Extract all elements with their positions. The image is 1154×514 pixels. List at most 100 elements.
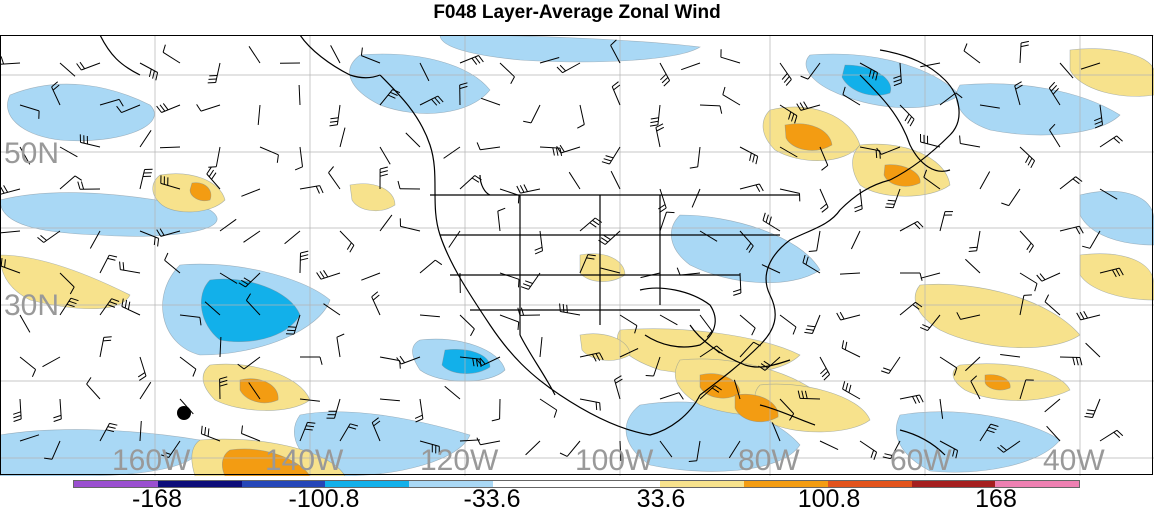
barb-staff xyxy=(460,56,479,64)
barb-flag xyxy=(846,383,848,391)
barb-flag xyxy=(128,302,129,310)
wind-barb xyxy=(577,105,584,128)
wind-barb xyxy=(1020,147,1035,168)
barb-staff xyxy=(1060,357,1080,358)
barb-flag xyxy=(81,182,83,190)
barb-staff xyxy=(361,273,380,280)
wind-barb xyxy=(518,308,540,316)
wind-barb xyxy=(1100,430,1123,441)
barb-flag xyxy=(920,327,927,330)
barb-flag xyxy=(656,124,663,128)
barb-flag xyxy=(1026,156,1030,163)
wind-barb xyxy=(692,189,700,207)
barb-flag xyxy=(614,85,620,90)
wind-barb xyxy=(900,302,922,315)
wind-barb xyxy=(602,147,620,164)
wind-barb xyxy=(780,63,791,86)
barb-staff xyxy=(1020,273,1037,284)
wind-barb xyxy=(241,189,260,196)
barb-staff xyxy=(0,231,20,233)
wind-barb xyxy=(881,357,900,374)
wind-barb xyxy=(249,46,260,63)
wind-shade-region xyxy=(350,54,490,113)
barb-staff xyxy=(540,337,542,357)
wind-barb xyxy=(324,304,341,315)
wind-barb xyxy=(300,186,323,194)
barb-flag xyxy=(845,342,847,350)
wind-barb xyxy=(260,147,278,163)
barb-staff xyxy=(660,189,666,208)
wind-barb xyxy=(498,208,505,231)
barb-staff xyxy=(940,357,957,368)
barb-flag xyxy=(125,300,126,308)
barb-staff xyxy=(900,221,918,231)
barb-staff xyxy=(740,315,755,328)
barb-staff xyxy=(980,172,990,190)
barb-staff xyxy=(977,231,980,251)
barb-flag xyxy=(837,313,841,320)
wind-shade-region xyxy=(671,215,820,283)
wind-barb xyxy=(361,273,380,280)
wind-barb xyxy=(677,268,700,275)
wind-barb xyxy=(660,315,677,325)
coastline-segment xyxy=(100,35,140,75)
barb-flag xyxy=(807,326,815,327)
barb-flag xyxy=(881,371,889,374)
barb-flag xyxy=(435,260,442,265)
wind-barb xyxy=(500,189,519,203)
wind-barb xyxy=(380,147,390,164)
wind-barb xyxy=(295,147,302,170)
barb-staff xyxy=(721,57,740,63)
barb-flag xyxy=(820,204,826,209)
barb-flag xyxy=(820,368,826,374)
wind-barb xyxy=(420,260,442,273)
wind-barb xyxy=(900,221,923,231)
barb-staff xyxy=(216,63,220,83)
barb-staff xyxy=(580,105,584,125)
wind-barb xyxy=(1082,231,1100,248)
barb-staff xyxy=(681,63,700,70)
wind-barb xyxy=(140,169,153,189)
barb-flag xyxy=(300,258,308,260)
barb-flag xyxy=(752,328,756,335)
barb-staff xyxy=(700,105,720,106)
barb-staff xyxy=(843,389,860,399)
barb-flag xyxy=(1027,243,1031,250)
barb-flag xyxy=(658,205,665,209)
barb-staff xyxy=(660,315,677,325)
lon-label-120w: 120W xyxy=(420,444,498,478)
barb-flag xyxy=(517,186,521,193)
barb-staff xyxy=(100,337,104,357)
wind-shade-region xyxy=(7,84,154,141)
wind-barb xyxy=(197,104,220,111)
barb-flag xyxy=(209,170,213,177)
wind-barb xyxy=(331,45,340,63)
barb-flag xyxy=(756,185,760,192)
wind-barb xyxy=(681,63,700,70)
barb-staff xyxy=(165,260,180,273)
barb-flag xyxy=(524,185,528,192)
wind-barb xyxy=(969,231,980,252)
barb-staff xyxy=(817,231,820,251)
wind-barb xyxy=(1020,273,1037,291)
barb-flag xyxy=(918,221,924,227)
wind-barb xyxy=(860,441,877,460)
barb-flag xyxy=(157,106,162,112)
lat-label-50n: 50N xyxy=(4,137,59,171)
barb-flag xyxy=(197,104,201,111)
barb-flag xyxy=(960,136,961,144)
wind-shade-region xyxy=(1080,254,1154,300)
wind-barb xyxy=(0,185,20,194)
wind-barb xyxy=(157,103,180,112)
barb-flag xyxy=(646,376,654,377)
barb-staff xyxy=(851,231,860,249)
wind-barb xyxy=(900,273,922,281)
lon-label-40w: 40W xyxy=(1043,444,1105,478)
barb-staff xyxy=(420,315,440,317)
wind-barb xyxy=(1086,343,1100,357)
barb-flag xyxy=(108,258,116,260)
barb-staff xyxy=(20,357,36,370)
wind-barb xyxy=(163,45,180,63)
barb-staff xyxy=(87,384,100,399)
wind-map xyxy=(0,35,1154,476)
